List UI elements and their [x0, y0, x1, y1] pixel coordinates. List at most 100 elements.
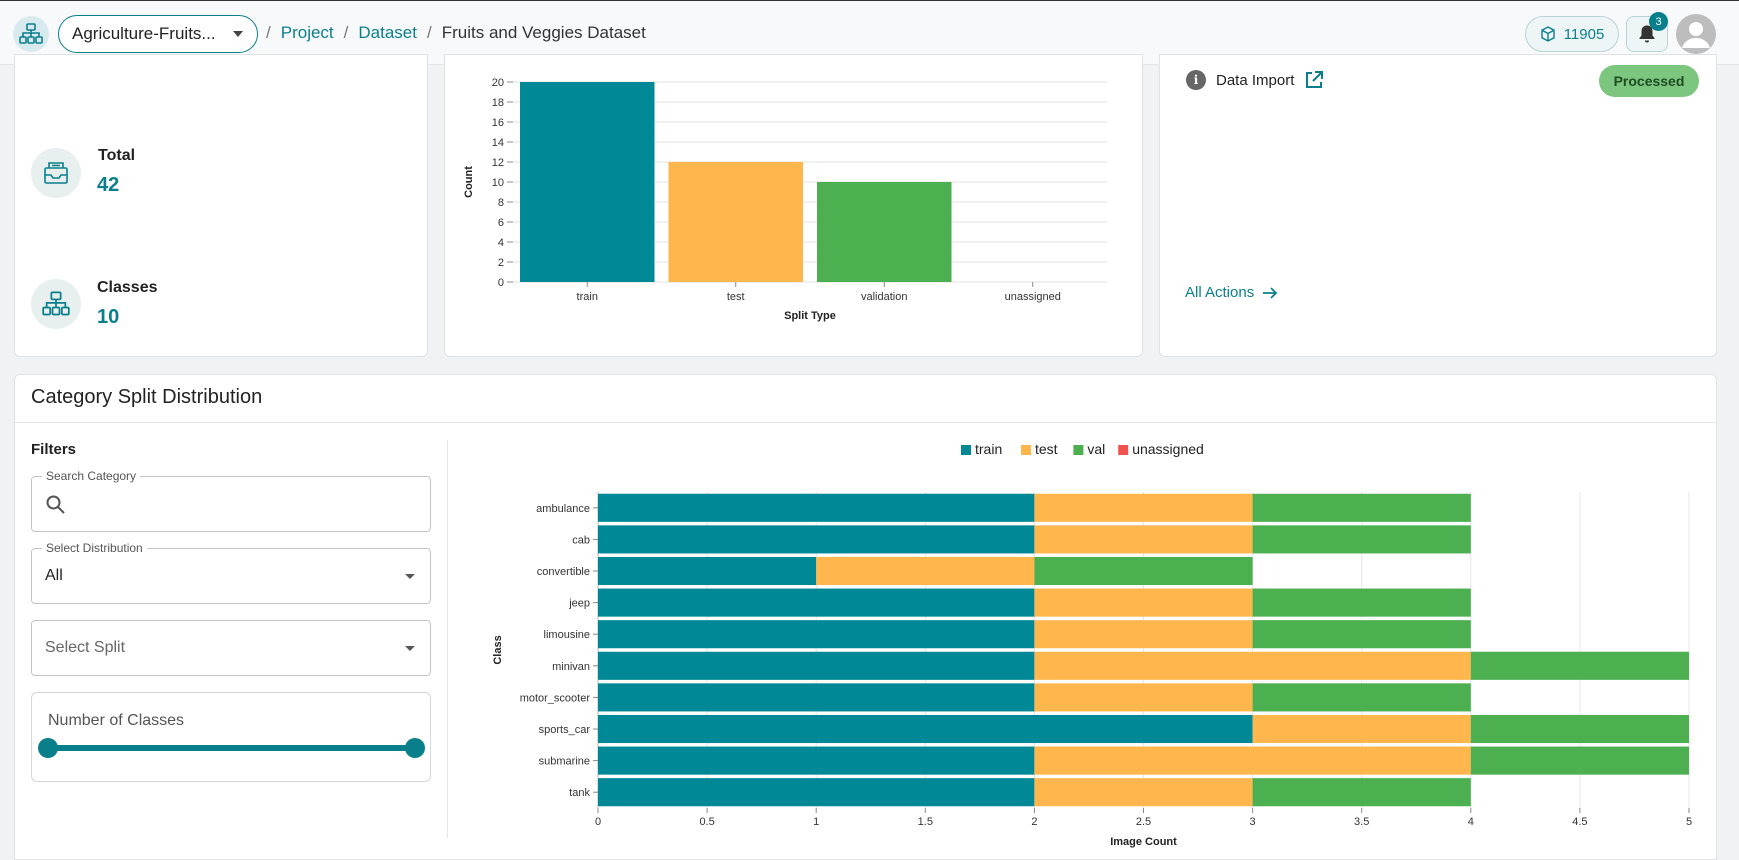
bar-segment-test: [1034, 620, 1253, 649]
bar-segment-val: [1034, 556, 1253, 586]
legend-swatch-train: [961, 445, 971, 455]
y-tick-label: jeep: [568, 598, 590, 610]
y-tick-label: convertible: [537, 566, 590, 578]
bar-segment-val: [1252, 493, 1471, 522]
x-tick-label: 0: [595, 816, 601, 828]
bar-segment-test: [1034, 746, 1471, 775]
x-tick-label: 2: [1031, 816, 1037, 828]
select-distribution-label: Select Distribution: [42, 541, 147, 555]
stats-card: [14, 54, 428, 357]
total-value: 42: [97, 174, 120, 196]
bar-segment-val: [1252, 778, 1471, 807]
select-split-field[interactable]: Select Split: [31, 620, 431, 676]
x-axis-label: Image Count: [1110, 836, 1177, 848]
y-tick-label: 14: [492, 137, 504, 149]
project-select-value: Agriculture-Fruits...: [72, 24, 216, 43]
total-label: Total: [98, 147, 136, 164]
slider-thumb-max[interactable]: [405, 738, 425, 758]
x-tick-label: 1.5: [918, 816, 933, 828]
bar-segment-val: [1252, 525, 1471, 554]
slider-track[interactable]: [48, 745, 415, 751]
x-tick-label: 2.5: [1136, 816, 1151, 828]
bar-segment-val: [1470, 651, 1689, 680]
slider-thumb-min[interactable]: [38, 738, 58, 758]
legend-swatch-val: [1073, 445, 1084, 455]
search-input[interactable]: [76, 489, 416, 519]
y-tick-label: minivan: [552, 661, 590, 673]
breadcrumb-separator: /: [343, 23, 349, 42]
breadcrumb-dataset-link[interactable]: Dataset: [358, 23, 417, 42]
chevron-down-icon: [405, 574, 415, 579]
y-axis-label: Count: [463, 166, 475, 198]
x-tick-label: 3: [1250, 816, 1256, 828]
notifications-button[interactable]: [1626, 16, 1668, 52]
user-icon: [1682, 22, 1710, 48]
all-actions-label: All Actions: [1185, 284, 1255, 301]
x-tick-label: 0.5: [699, 816, 714, 828]
breadcrumb-current: Fruits and Veggies Dataset: [441, 23, 646, 42]
split-chart-card: 0 2 4 6 8 10 12 14 16 18 20 train test validation unas…: [444, 54, 1143, 357]
notification-badge: 3: [1649, 12, 1668, 31]
split-type-chart: 0 2 4 6 8 10 12 14 16 18 20 train test validation unas…: [463, 77, 1107, 322]
y-tick-label: 2: [498, 257, 504, 269]
search-category-field[interactable]: Search Category: [31, 469, 431, 532]
x-axis-label: Split Type: [784, 310, 836, 322]
x-tick-label: 1: [813, 816, 819, 828]
bar-segment-train: [598, 683, 1035, 712]
bar-segment-test: [1034, 588, 1253, 617]
bar-segment-test: [1034, 683, 1253, 712]
chevron-down-icon: [233, 31, 243, 37]
search-icon: [46, 495, 65, 514]
credits-value: 11905: [1563, 25, 1605, 43]
cube-icon: [1540, 26, 1555, 42]
bar-segment-test: [1034, 651, 1471, 680]
bar-test: [668, 162, 803, 282]
bar-segment-val: [1252, 683, 1471, 712]
section-title: Category Split Distribution: [31, 386, 263, 408]
bar-segment-train: [598, 778, 1035, 807]
y-tick-label: 12: [492, 157, 504, 169]
y-tick-label: 20: [492, 77, 504, 89]
bar-segment-test: [1034, 525, 1253, 554]
select-distribution-value: All: [45, 567, 63, 584]
x-tick-label: validation: [861, 291, 907, 303]
org-chart-icon: [31, 279, 81, 329]
data-import-row: i Data Import: [1186, 70, 1324, 90]
x-tick-label: test: [727, 291, 745, 303]
number-of-classes-label: Number of Classes: [48, 712, 185, 729]
legend-label-test: test: [1035, 441, 1058, 457]
external-link-icon[interactable]: [1304, 70, 1324, 90]
breadcrumb-separator: /: [266, 23, 271, 42]
section-divider: [14, 422, 1716, 423]
x-tick-label: 4.5: [1572, 816, 1587, 828]
org-chart-icon[interactable]: [13, 16, 49, 52]
bar-validation: [817, 182, 952, 282]
bar-segment-train: [598, 714, 1253, 744]
bar-segment-val: [1252, 620, 1471, 649]
bell-icon: [1639, 25, 1655, 43]
select-distribution-field[interactable]: Select Distribution All: [31, 541, 431, 604]
bar-segment-val: [1470, 714, 1689, 744]
select-split-placeholder: Select Split: [45, 639, 126, 656]
all-actions-link[interactable]: All Actions: [1185, 284, 1278, 301]
breadcrumb-project-link[interactable]: Project: [280, 23, 334, 42]
legend-label-val: val: [1087, 441, 1105, 457]
y-axis-label: Class: [492, 635, 504, 664]
legend-label-train: train: [975, 441, 1002, 457]
data-import-label: Data Import: [1216, 71, 1295, 89]
y-tick-label: 18: [492, 97, 504, 109]
avatar[interactable]: [1676, 14, 1716, 54]
inbox-icon: [31, 148, 81, 198]
search-category-label: Search Category: [42, 469, 141, 483]
project-select[interactable]: Agriculture-Fruits...: [58, 15, 258, 53]
credits-button[interactable]: 11905: [1525, 16, 1619, 52]
bar-train: [520, 82, 655, 282]
y-tick-label: sports_car: [539, 724, 591, 736]
bar-segment-train: [598, 651, 1035, 680]
y-tick-label: tank: [569, 787, 590, 799]
y-tick-label: motor_scooter: [520, 692, 591, 704]
legend-label-unassigned: unassigned: [1132, 441, 1204, 457]
y-tick-label: 8: [498, 197, 504, 209]
bar-segment-train: [598, 556, 817, 586]
legend-swatch-unassigned: [1118, 445, 1129, 455]
